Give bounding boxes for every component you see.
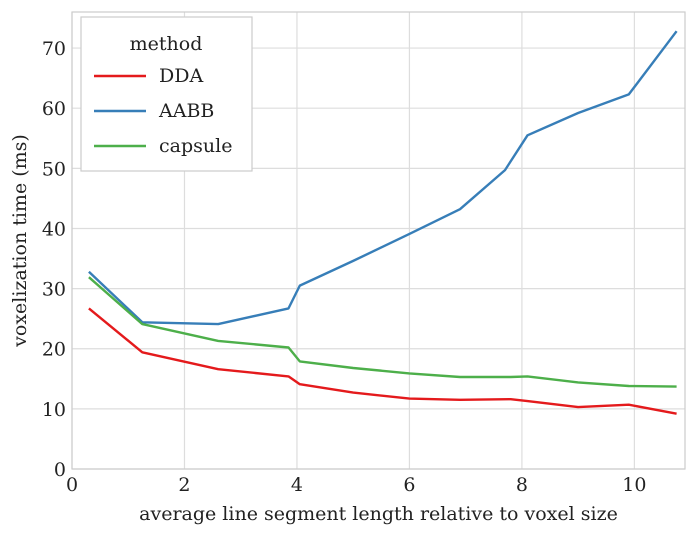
y-tick-label: 0 bbox=[54, 459, 66, 481]
tick-labels: 0 2 4 6 8 10 0 10 20 30 40 50 60 70 bbox=[42, 38, 647, 496]
series-lines bbox=[88, 30, 678, 415]
x-tick-label: 10 bbox=[622, 474, 646, 496]
y-tick-label: 50 bbox=[42, 158, 66, 180]
x-axis-label: average line segment length relative to … bbox=[139, 503, 618, 525]
x-tick-label: 2 bbox=[178, 474, 190, 496]
legend-items: DDA AABB capsule bbox=[94, 65, 232, 157]
legend-label-dda: DDA bbox=[159, 65, 203, 87]
x-tick-label: 8 bbox=[516, 474, 528, 496]
plot-frame bbox=[71, 11, 686, 470]
y-tick-label: 40 bbox=[42, 218, 66, 240]
series-line-aabb bbox=[88, 30, 678, 326]
legend-label-capsule: capsule bbox=[159, 135, 232, 157]
legend: method DDA AABB capsule bbox=[80, 16, 253, 172]
y-axis-label: voxelization time (ms) bbox=[9, 134, 31, 348]
series-line-capsule bbox=[88, 276, 677, 388]
legend-title: method bbox=[130, 33, 203, 55]
y-tick-label: 70 bbox=[42, 38, 66, 60]
y-tick-label: 20 bbox=[42, 339, 66, 361]
legend-box bbox=[80, 16, 253, 172]
y-tick-label: 30 bbox=[42, 279, 66, 301]
x-tick-label: 6 bbox=[403, 474, 415, 496]
x-tick-label: 0 bbox=[66, 474, 78, 496]
legend-label-aabb: AABB bbox=[158, 100, 214, 122]
x-tick-label: 4 bbox=[291, 474, 303, 496]
series-line-dda bbox=[88, 307, 677, 415]
y-tick-label: 60 bbox=[42, 98, 66, 120]
y-tick-label: 10 bbox=[42, 399, 66, 421]
